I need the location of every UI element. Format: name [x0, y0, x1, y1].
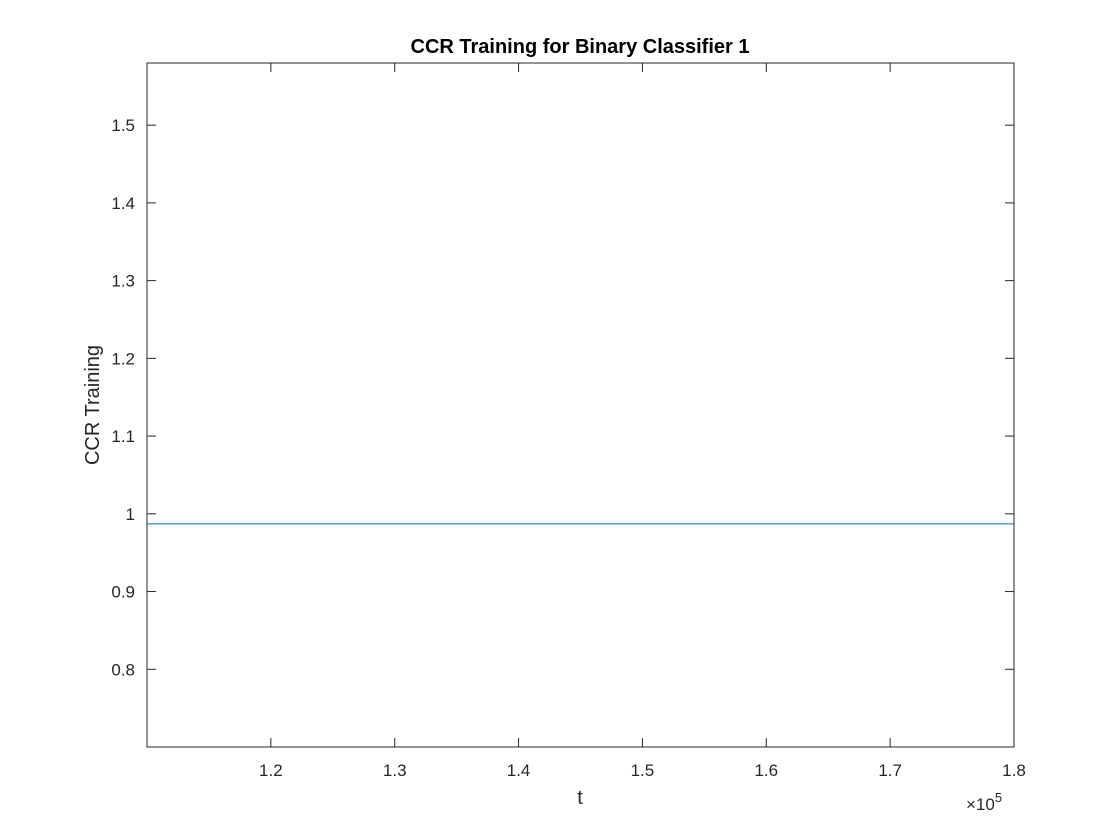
- x-exponent-label: ×105: [966, 790, 1002, 814]
- x-tick-label: 1.3: [383, 761, 407, 780]
- plot-background: [147, 63, 1014, 747]
- y-tick-label: 1: [126, 505, 135, 524]
- y-tick-label: 0.8: [111, 660, 135, 679]
- y-tick-label: 1.5: [111, 116, 135, 135]
- y-tick-label: 1.2: [111, 349, 135, 368]
- x-tick-label: 1.5: [631, 761, 655, 780]
- y-tick-label: 1.1: [111, 427, 135, 446]
- x-tick-label: 1.2: [259, 761, 283, 780]
- plot-box: [146, 62, 1015, 748]
- x-tick-label: 1.6: [754, 761, 778, 780]
- label-layer: 1.2 1.3 1.4 1.5 1.6 1.7 1.8 0.8 0.9 1 1.1 1.2 1.3 1.4…: [111, 116, 1025, 780]
- y-tick-label: 1.3: [111, 272, 135, 291]
- x-tick-label: 1.7: [878, 761, 902, 780]
- chart-title: CCR Training for Binary Classifier 1: [411, 36, 750, 58]
- x-axis-title: t: [577, 787, 583, 809]
- y-axis-title: CCR Training: [82, 345, 104, 465]
- x-tick-label: 1.8: [1002, 761, 1026, 780]
- x-tick-label: 1.4: [507, 761, 531, 780]
- y-tick-label: 0.9: [111, 583, 135, 602]
- y-tick-label: 1.4: [111, 194, 135, 213]
